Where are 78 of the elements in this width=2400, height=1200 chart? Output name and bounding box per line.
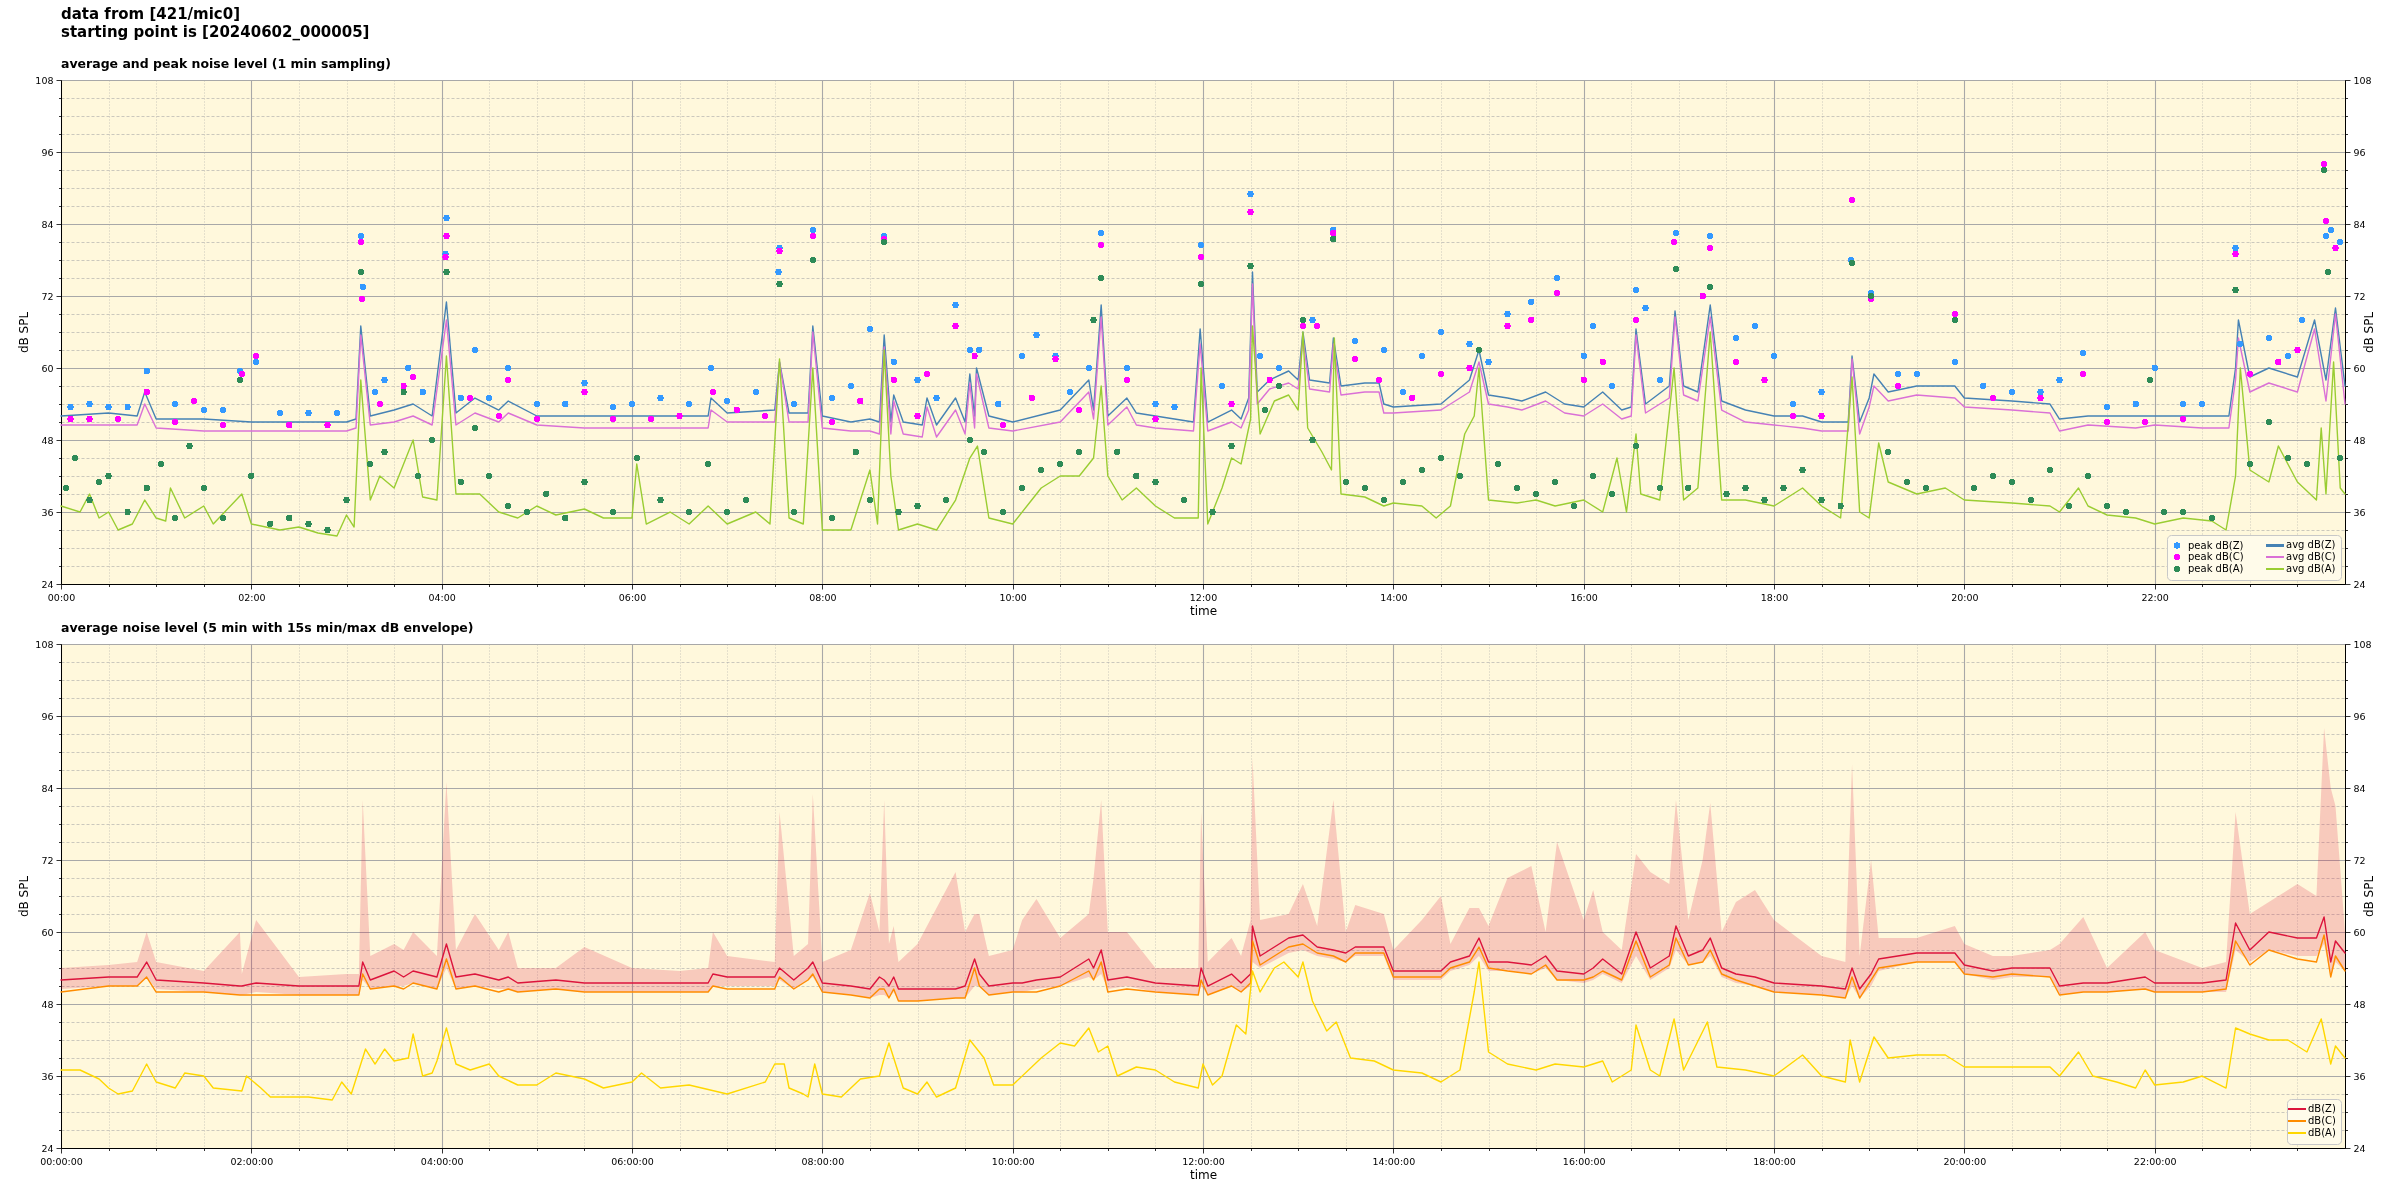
x-tick-label: 04:00: [428, 591, 456, 603]
y-tick-label: 48: [41, 998, 54, 1010]
legend-label: avg dB(C): [2286, 551, 2336, 562]
x-tick-label: 18:00: [1760, 591, 1789, 603]
line-series: [60, 325, 2346, 537]
line-series: [60, 916, 2346, 990]
y2-axis-title: dB SPL: [2361, 875, 2376, 918]
y-tick-label: 48: [41, 434, 54, 446]
y2-tick-label: 48: [2353, 434, 2366, 446]
y-axis-title: dB SPL: [17, 875, 32, 918]
x-tick-label: 06:00: [618, 591, 647, 603]
y2-tick-label: 108: [2353, 638, 2372, 650]
y2-tick-label: 24: [2353, 1142, 2366, 1154]
legend-label: dB(C): [2308, 1115, 2337, 1126]
x-tick-label: 18:00:00: [1753, 1155, 1796, 1167]
y2-tick-label: 60: [2353, 362, 2366, 374]
y-axis-title: dB SPL: [17, 311, 32, 354]
y2-tick-label: 108: [2353, 74, 2372, 86]
x-tick-label: 00:00: [47, 591, 76, 603]
y-tick-label: 108: [35, 74, 54, 86]
y-tick-label: 96: [41, 146, 54, 158]
chart-title: average noise level (5 min with 15s min/max dB envelope): [61, 619, 474, 635]
x-tick-label: 14:00:00: [1372, 1155, 1416, 1167]
x-tick-label: 02:00: [238, 591, 266, 603]
y-tick-label: 72: [41, 290, 54, 302]
y2-tick-label: 84: [2353, 218, 2366, 230]
y2-tick-label: 96: [2353, 710, 2366, 722]
x-tick-label: 22:00:00: [2133, 1155, 2177, 1167]
x-tick-label: 20:00: [1951, 591, 1979, 603]
x-tick-label: 04:00:00: [420, 1155, 464, 1167]
x-axis-title: time: [1189, 604, 1218, 618]
y2-tick-label: 72: [2353, 854, 2366, 866]
legend-label: peak dB(Z): [2188, 539, 2244, 551]
y2-tick-label: 84: [2353, 782, 2366, 794]
chart-subtitle: average and peak noise level (1 min sampling): [61, 55, 391, 71]
legend-label: peak dB(A): [2188, 563, 2244, 574]
y2-tick-label: 36: [2353, 1070, 2366, 1082]
x-tick-label: 14:00: [1380, 591, 1408, 603]
y-tick-label: 60: [41, 362, 54, 374]
x-axis-title: time: [1189, 1168, 1218, 1182]
y-tick-label: 108: [35, 638, 54, 650]
y-tick-label: 24: [41, 578, 54, 590]
chart-title: data from [421/mic0] starting point is [20240602_000005]: [61, 4, 370, 41]
y-tick-label: 84: [41, 218, 54, 230]
x-tick-label: 20:00:00: [1943, 1155, 1987, 1167]
y-tick-label: 36: [41, 506, 54, 518]
y2-axis-title: dB SPL: [2361, 311, 2376, 354]
x-tick-label: 22:00: [2141, 591, 2169, 603]
legend-label: avg dB(A): [2286, 563, 2336, 574]
legend-label: peak dB(C): [2188, 551, 2244, 562]
y2-tick-label: 96: [2353, 146, 2366, 158]
y-tick-label: 72: [41, 854, 54, 866]
x-tick-label: 08:00:00: [801, 1155, 845, 1167]
legend-label: dB(Z): [2308, 1103, 2336, 1114]
y-tick-label: 24: [41, 1142, 54, 1154]
x-tick-label: 00:00:00: [40, 1155, 83, 1167]
x-tick-label: 08:00: [809, 591, 837, 603]
legend-label: avg dB(Z): [2286, 539, 2336, 551]
x-tick-label: 16:00: [1570, 591, 1598, 603]
x-tick-label: 16:00:00: [1562, 1155, 1606, 1167]
y-tick-label: 96: [41, 710, 54, 722]
x-tick-label: 10:00: [999, 591, 1027, 603]
y2-tick-label: 24: [2353, 578, 2366, 590]
x-tick-label: 12:00: [1189, 591, 1218, 603]
y-tick-label: 60: [41, 926, 54, 938]
x-tick-label: 06:00:00: [611, 1155, 654, 1167]
line-series: [60, 934, 2346, 1002]
x-tick-label: 02:00:00: [230, 1155, 274, 1167]
y2-tick-label: 36: [2353, 506, 2366, 518]
y2-tick-label: 48: [2353, 998, 2366, 1010]
y-tick-label: 36: [41, 1070, 54, 1082]
y2-tick-label: 60: [2353, 926, 2366, 938]
y2-tick-label: 72: [2353, 290, 2366, 302]
x-tick-label: 10:00:00: [991, 1155, 1035, 1167]
line-series: [60, 961, 2346, 1101]
x-tick-label: 12:00:00: [1182, 1155, 1225, 1167]
y-tick-label: 84: [41, 782, 54, 794]
legend-label: dB(A): [2308, 1127, 2336, 1138]
